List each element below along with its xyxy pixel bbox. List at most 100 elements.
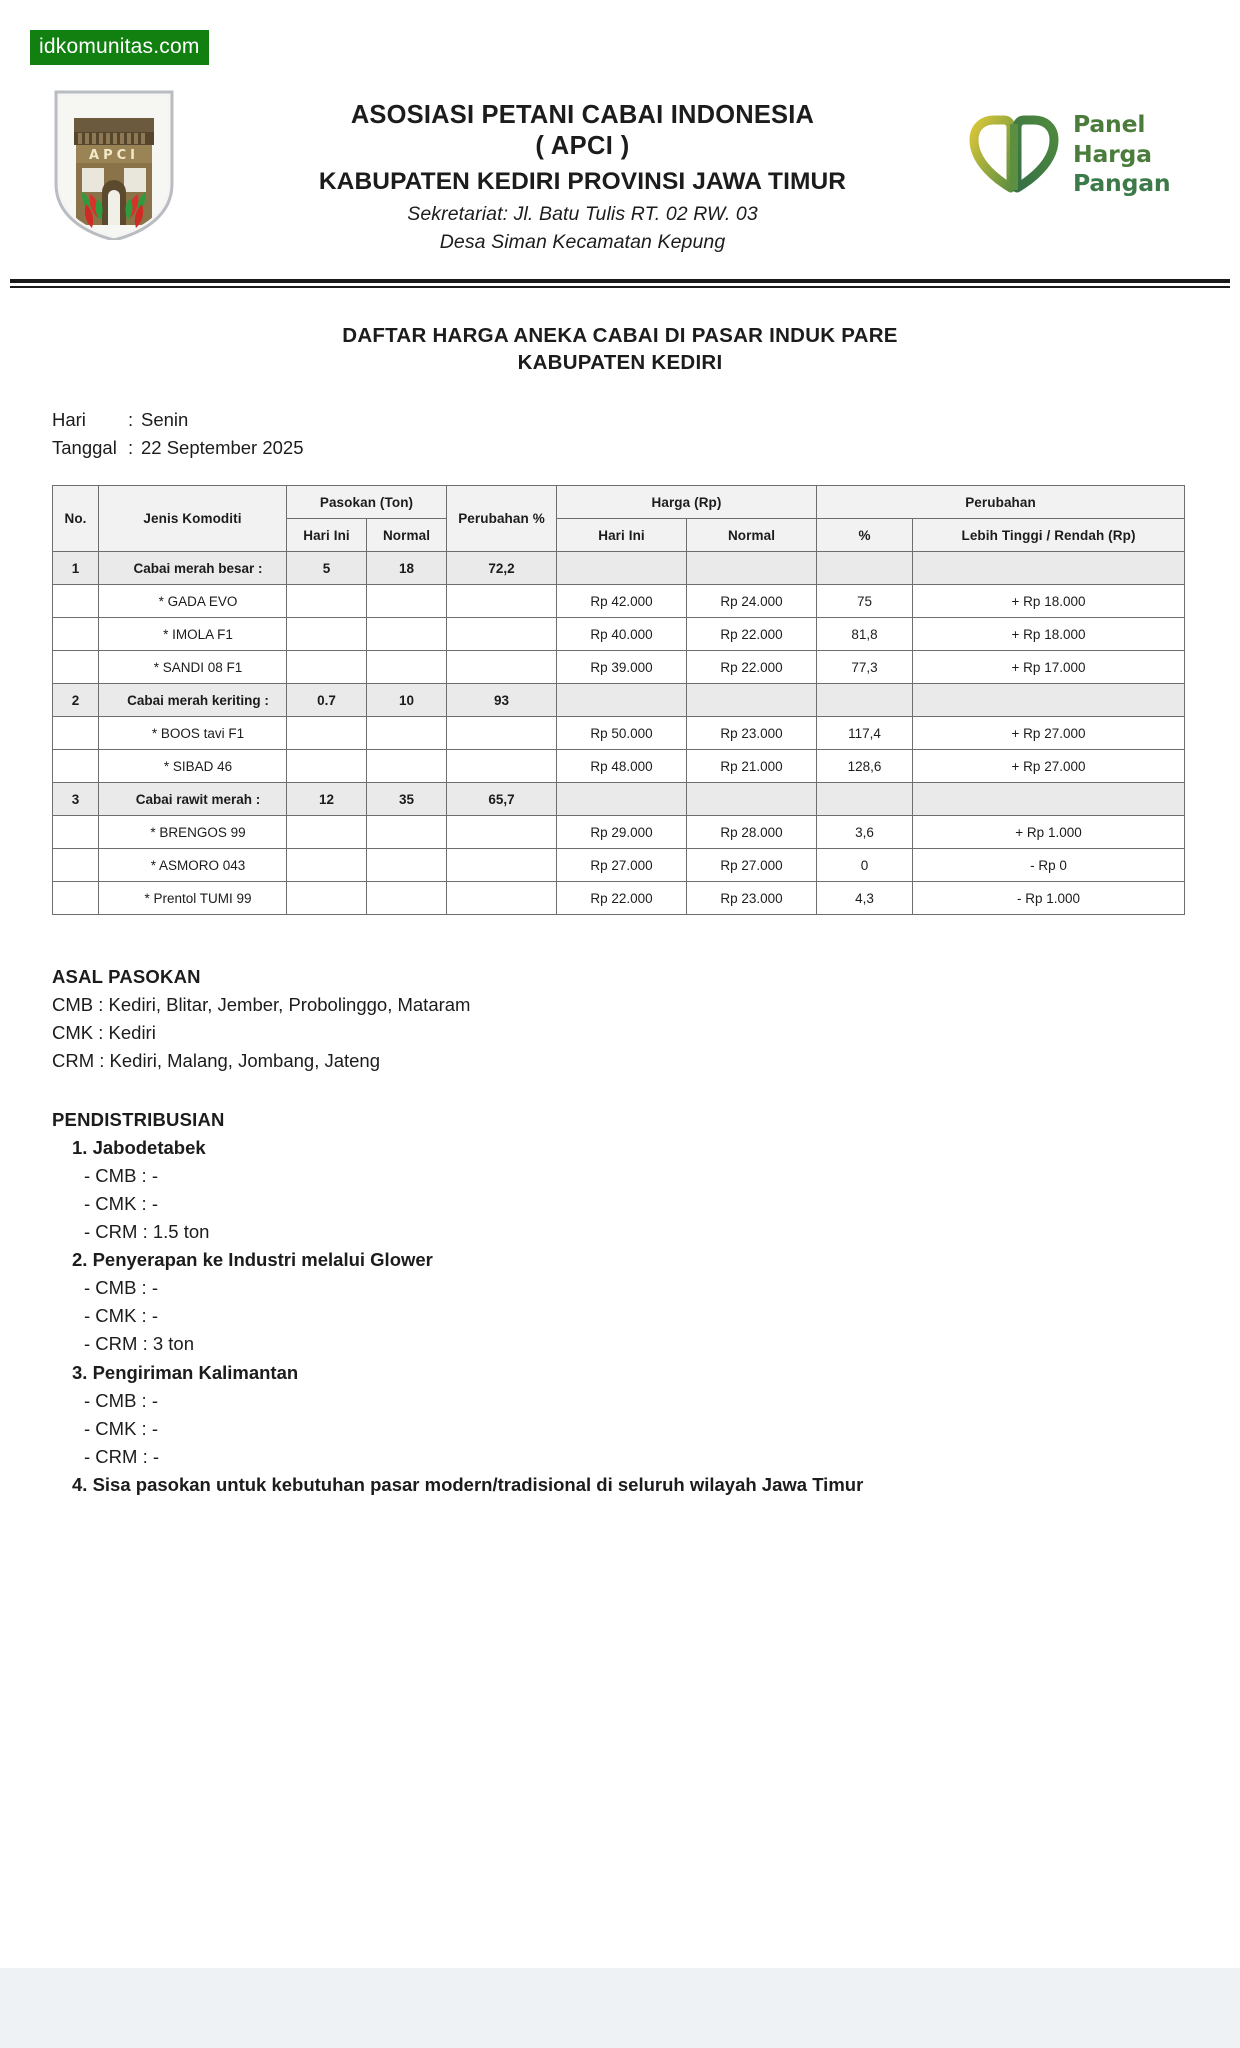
cell-price-today: Rp 48.000 [556,749,687,784]
cell-supply-today [286,749,367,784]
price-table-head: No. Jenis Komoditi Pasokan (Ton) Perubah… [52,485,1186,553]
th-change-abs: Lebih Tinggi / Rendah (Rp) [912,518,1186,553]
price-table: No. Jenis Komoditi Pasokan (Ton) Perubah… [52,485,1186,916]
distribution-items: 1. Jabodetabek - CMB : - - CMK : - - CRM : … [52,1134,1188,1471]
cell-supply-normal [366,716,447,751]
phm-text-line-1: Panel [1073,110,1146,138]
cell-no: 3 [52,782,99,817]
cell-supply-today [286,881,367,916]
cell-supply-today [286,848,367,883]
origin-section: ASAL PASOKAN CMB : Kediri, Blitar, Jembe… [52,963,1188,1075]
cell-price-normal: Rp 23.000 [685,881,818,916]
th-no: No. [52,485,99,553]
cell-no: 1 [52,551,99,586]
cell-change-abs [912,683,1186,718]
table-row-group: 1 Cabai merah besar :5 18 72,2 [52,551,1186,586]
cell-change-pct: 117,4 [816,716,914,751]
cell-no [52,815,99,850]
organization-name: ASOSIASI PETANI CABAI INDONESIA [350,101,815,129]
cell-commodity: * BOOS tavi F1 [98,716,287,751]
cell-supply-normal [366,617,447,652]
date-separator: : [128,437,134,459]
origin-heading: ASAL PASOKAN [52,966,201,988]
table-row: * BOOS tavi F1 Rp 50.000 Rp 23.000 117,4 + R… [52,716,1186,751]
section-gap [52,1076,1188,1106]
cell-change-abs: + Rp 18.000 [912,584,1186,619]
cell-supply-normal: 10 [366,683,447,718]
th-change-pct: % [816,518,914,553]
cell-price-normal: Rp 21.000 [685,749,818,784]
cell-change-pct: 77,3 [816,650,914,685]
distribution-item-detail: - CMB : - [84,1164,158,1186]
cell-supply-normal: 18 [366,551,447,586]
th-change-group: Perubahan [816,485,1186,520]
cell-price-today: Rp 40.000 [556,617,687,652]
cell-commodity: * BRENGOS 99 [98,815,287,850]
cell-supply-today [286,815,367,850]
cell-change-abs [912,782,1186,817]
table-row: * SANDI 08 F1 Rp 39.000 Rp 22.000 77,3 + Rp … [52,650,1186,685]
cell-supply-normal [366,848,447,883]
cell-change-abs: + Rp 27.000 [912,716,1186,751]
cell-price-normal: Rp 23.000 [685,716,818,751]
cell-no [52,716,99,751]
table-row: * ASMORO 043 Rp 27.000 Rp 27.000 0- Rp 0 [52,848,1186,883]
page-title-line-2: KABUPATEN KEDIRI [517,350,723,374]
cell-price-today [556,551,687,586]
cell-change-pct: 4,3 [816,881,914,916]
table-row: * Prentol TUMI 99 Rp 22.000 Rp 23.000 4,3- … [52,881,1186,916]
th-commodity: Jenis Komoditi [98,485,287,553]
report-meta: Hari : Senin Tanggal : 22 September 2025 [52,406,1240,463]
th-price-group: Harga (Rp) [555,485,818,520]
cell-price-today: Rp 39.000 [556,650,687,685]
price-table-body: 1 Cabai merah besar :5 18 72,2 * GADA EVO Rp … [52,551,1186,916]
cell-supply-today [286,617,367,652]
cell-supply-today: 12 [286,782,367,817]
cell-commodity: * Prentol TUMI 99 [98,881,287,916]
th-price-today: Hari Ini [556,518,687,553]
cell-supply-change [446,716,557,751]
cell-change-pct [816,551,914,586]
cell-price-normal [685,551,818,586]
cell-commodity: * IMOLA F1 [98,617,287,652]
cell-change-pct: 75 [816,584,914,619]
table-row-group: 3 Cabai rawit merah :12 35 65,7 [52,782,1186,817]
distribution-section: PENDISTRIBUSIAN 1. Jabodetabek - CMB : - -… [52,1106,1188,1500]
origin-line: CRM : Kediri, Malang, Jombang, Jateng [52,1050,381,1072]
cell-no [52,584,99,619]
table-row: * SIBAD 46 Rp 48.000 Rp 21.000 128,6 + Rp 27… [52,749,1186,784]
table-row-group: 2 Cabai merah keriting :0.7 10 93 [52,683,1186,718]
header-row-top: No. Jenis Komoditi Pasokan (Ton) Perubah… [52,485,1186,553]
phm-text-line-3: Pangan [1073,169,1171,198]
cell-price-today: Rp 27.000 [556,848,687,883]
cell-price-normal: Rp 22.000 [685,650,818,685]
cell-supply-change [446,848,557,883]
origin-lines: CMB : Kediri, Blitar, Jember, Probolingg… [52,991,1188,1075]
th-supply-change: Perubahan % [446,485,557,553]
cell-change-abs: + Rp 18.000 [912,617,1186,652]
page-title: DAFTAR HARGA ANEKA CABAI DI PASAR INDUK … [0,322,1240,376]
region-line: KABUPATEN KEDIRI PROVINSI JAWA TIMUR [318,168,847,196]
day-value: Senin [141,408,189,430]
cell-commodity: * GADA EVO [98,584,287,619]
cell-supply-change [446,815,557,850]
table-row: * GADA EVO Rp 42.000 Rp 24.000 75 + Rp 18.00… [52,584,1186,619]
distribution-item-detail: - CRM : - [84,1445,160,1467]
distribution-last-item: 4. Sisa pasokan untuk kebutuhan pasar mo… [72,1473,864,1495]
cell-change-pct [816,782,914,817]
distribution-item-detail: - CMK : - [84,1305,158,1327]
distribution-item-detail: - CRM : 1.5 ton [84,1220,210,1242]
letterhead-text: ASOSIASI PETANI CABAI INDONESIA ( APCI )… [201,86,964,257]
cell-price-today: Rp 50.000 [556,716,687,751]
distribution-item-title: 1. Jabodetabek [72,1136,206,1158]
cell-commodity: Cabai merah besar : [98,551,287,586]
table-row: * IMOLA F1 Rp 40.000 Rp 22.000 81,8 + Rp 18.… [52,617,1186,652]
price-table-container: No. Jenis Komoditi Pasokan (Ton) Perubah… [52,485,1188,916]
cell-supply-change: 72,2 [446,551,557,586]
cell-no [52,650,99,685]
apci-shield-logo: APCI [52,88,176,240]
cell-supply-change: 93 [446,683,557,718]
distribution-item-detail: - CRM : 3 ton [84,1333,194,1355]
watermark-idkomunitas: idkomunitas.com [30,30,209,65]
